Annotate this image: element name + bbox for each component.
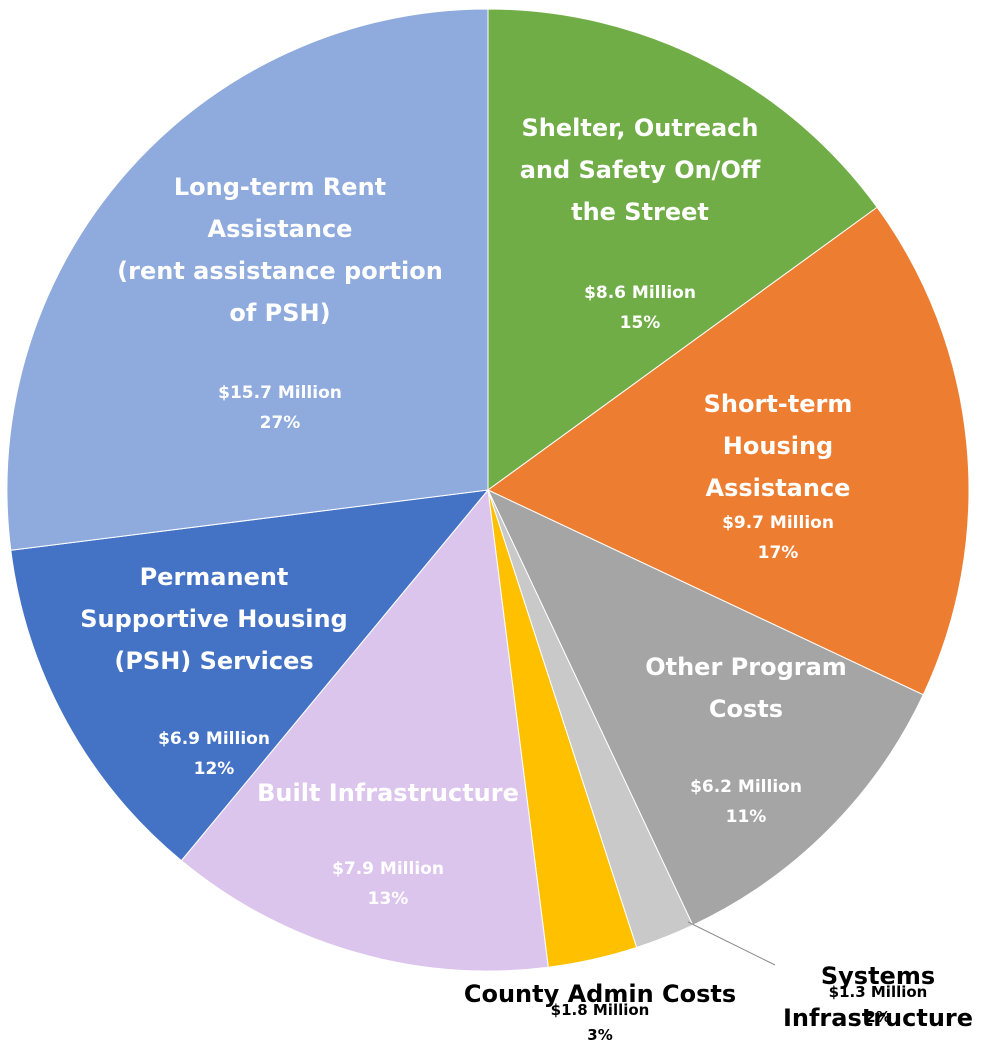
slice-name: Built Infrastructure [257,779,519,807]
percent-label: 3% [587,1026,613,1044]
pie-slice [10,489,490,862]
amount-label: $6.2 Million [690,777,802,797]
slice-name: County Admin Costs [463,980,737,1008]
pie-slice [486,488,924,926]
leader-line [687,921,776,966]
percent-label: 11% [725,807,767,827]
slice-name: Long-term Rent Assistance (rent assistan… [117,173,443,327]
amount-label: $1.8 Million [550,1001,650,1019]
slice-data-label: $6.2 Million 11% [690,772,802,832]
slice-data-label: $1.8 Million 3% [551,998,650,1048]
percent-label: 17% [757,543,799,563]
slice-data-label: $8.6 Million 15% [584,278,696,338]
slice-data-label: $9.7 Million 17% [722,508,834,568]
pie-slice [180,488,549,972]
amount-label: $8.6 Million [584,283,696,303]
amount-label: $15.7 Million [218,383,342,403]
amount-label: $6.9 Million [158,729,270,749]
slice-name: Short-term Housing Assistance [703,390,853,502]
amount-label: $1.3 Million [828,983,928,1001]
pie-slice [487,8,878,491]
percent-label: 2% [865,1008,891,1026]
slice-data-label: $7.9 Million 13% [332,854,444,914]
percent-label: 15% [619,313,661,333]
pie-slice [6,8,489,551]
percent-label: 13% [367,889,409,909]
amount-label: $7.9 Million [332,859,444,879]
pie-slice [487,206,970,696]
amount-label: $9.7 Million [722,513,834,533]
percent-label: 12% [193,759,235,779]
slice-name: Other Program Costs [645,653,847,723]
slice-data-label: $6.9 Million 12% [158,724,270,784]
slice-data-label: $1.3 Million 2% [829,980,928,1030]
slice-data-label: $15.7 Million 27% [218,378,342,438]
slice-name: Shelter, Outreach and Safety On/Off the … [519,114,761,226]
slice-name: Permanent Supportive Housing (PSH) Servi… [80,563,348,675]
percent-label: 27% [259,413,301,433]
slice-name: Systems Infrastructure [782,962,974,1032]
